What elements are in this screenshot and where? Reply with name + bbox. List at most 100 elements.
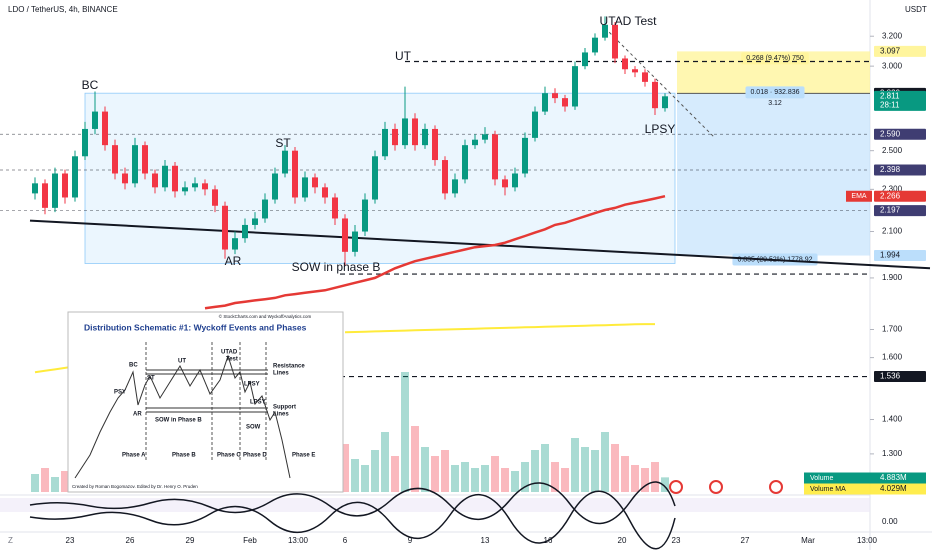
volume-bar: [441, 450, 449, 492]
candle-body: [482, 134, 488, 140]
candle-body: [142, 145, 148, 174]
price-label: 2.266: [880, 191, 901, 200]
corner-label: Z: [8, 536, 13, 545]
candle-body: [122, 173, 128, 184]
candle-body: [662, 96, 668, 109]
candle-body: [102, 111, 108, 146]
candle-body: [212, 189, 218, 206]
candle-body: [552, 93, 558, 99]
x-tick-label: 27: [741, 536, 750, 545]
x-tick-label: 23: [672, 536, 681, 545]
event-label: AR: [133, 412, 142, 418]
price-label: 2.590: [880, 129, 901, 138]
candle-body: [362, 199, 368, 232]
candle-body: [462, 145, 468, 180]
x-tick-label: Feb: [243, 536, 257, 545]
event-label: BC: [129, 363, 138, 369]
volume-legend-name: Volume MA: [810, 486, 846, 493]
candle-body: [522, 137, 528, 174]
volume-bar: [591, 450, 599, 492]
y-tick-label: 1.400: [882, 415, 903, 424]
volume-bar: [491, 456, 499, 492]
oscillator-line: [29, 481, 676, 525]
phase-dividers: [145, 342, 267, 462]
volume-bar: [471, 468, 479, 492]
ema-line: [204, 194, 666, 310]
volume-bar: [511, 471, 519, 492]
osc-tick-label: 0.00: [882, 517, 898, 526]
candle-body: [182, 187, 188, 192]
y-tick-label: 1.900: [882, 273, 903, 282]
price-label-box: [874, 250, 926, 262]
annotation: BC: [82, 78, 99, 92]
event-label: UTAD: [221, 350, 238, 356]
volume-bar: [551, 462, 559, 492]
annotation: SOW in phase B: [292, 260, 381, 274]
projection-label: 0.268 (9.47%) 750: [741, 52, 809, 65]
osc-band: [0, 498, 870, 512]
volume-bar: [631, 465, 639, 492]
volume-legend-value: 4.883M: [880, 473, 907, 482]
volume-bar: [601, 432, 609, 492]
x-tick-label: 23: [66, 536, 75, 545]
x-tick-label: 13:00: [288, 536, 309, 545]
annotation: ST: [275, 136, 291, 150]
volume-legend-box: [804, 472, 926, 484]
x-tick-label: 6: [343, 536, 348, 545]
volume-legend-value: 4.029M: [880, 484, 907, 493]
currency: USDT: [905, 5, 927, 14]
projection-label-text: 0.018 · 932.836: [750, 89, 799, 96]
volume-bar: [401, 372, 409, 492]
symbol-title: LDO / TetherUS, 4h, BINANCE: [8, 5, 118, 14]
volume-bar: [41, 468, 49, 492]
price-label: 2.197: [880, 206, 901, 215]
phase-label: Phase B: [172, 453, 196, 459]
price-label: 3.097: [880, 46, 901, 55]
volume-bar: [501, 468, 509, 492]
y-tick-label: 1.300: [882, 449, 903, 458]
volume-bar: [621, 456, 629, 492]
projection-label: 0.018 · 932.836: [745, 86, 805, 99]
event-label: PSY: [114, 390, 126, 396]
volume-bar: [51, 477, 59, 492]
volume-legend-name: Volume: [810, 475, 833, 482]
trendline: [29, 219, 931, 270]
price-label-box: [874, 45, 926, 57]
volume-bar: [611, 444, 619, 492]
volume-bar: [641, 468, 649, 492]
candle-body: [502, 179, 508, 188]
line-label: Lines: [273, 412, 289, 418]
volume-bar: [461, 462, 469, 492]
volume-bar: [31, 474, 39, 492]
candle-body: [82, 128, 88, 157]
y-tick-label: 2.500: [882, 146, 903, 155]
candle-body: [612, 24, 618, 59]
candle-body: [562, 98, 568, 107]
inset-title: Distribution Schematic #1: Wyckoff Event…: [84, 322, 307, 332]
annotation: UTAD Test: [600, 14, 658, 28]
inset: © StockCharts.com and WyckoffAnalytics.c…: [67, 311, 344, 493]
event-label: Test: [226, 357, 238, 363]
candle-body: [162, 165, 168, 188]
candle-body: [372, 156, 378, 200]
candle-body: [302, 177, 308, 198]
candle-body: [632, 69, 638, 73]
candle-body: [172, 165, 178, 192]
volume-bar: [451, 465, 459, 492]
event-label: SOW: [246, 425, 261, 431]
candle-body: [592, 37, 598, 53]
candle-body: [622, 58, 628, 70]
candle-body: [572, 66, 578, 107]
price-label: 2.811: [880, 91, 900, 100]
volume-bar: [571, 438, 579, 492]
x-tick-label: 16: [544, 536, 553, 545]
candle-body: [192, 183, 198, 188]
candle-body: [292, 150, 298, 198]
y-tick-label: 3.200: [882, 31, 903, 40]
volume-bar: [391, 456, 399, 492]
candle-body: [402, 118, 408, 146]
event-label: ST: [147, 376, 155, 382]
event-label: SOW in Phase B: [155, 418, 202, 424]
x-tick-label: 13:00: [857, 536, 878, 545]
price-label-tag-box: [846, 190, 872, 202]
